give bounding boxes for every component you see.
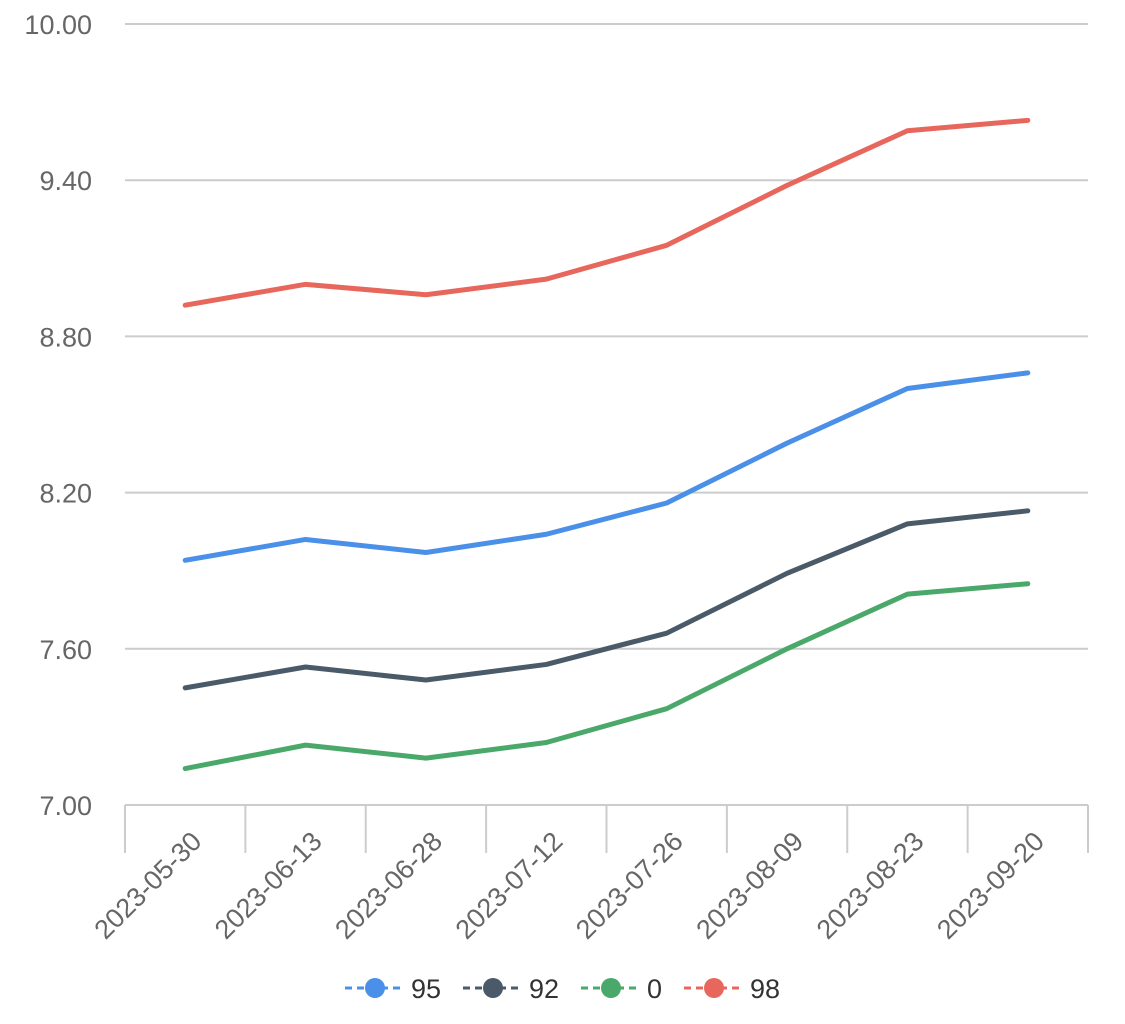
y-tick-label: 7.60: [39, 635, 92, 665]
legend-label: 95: [411, 974, 441, 1004]
grid-lines: [125, 23, 1088, 650]
x-tick-label: 2023-06-13: [209, 826, 328, 945]
x-tick-label: 2023-07-12: [450, 826, 569, 945]
x-tick-label: 2023-08-09: [690, 826, 809, 945]
series-line-0: [182, 581, 1031, 772]
y-tick-label: 10.00: [24, 10, 92, 40]
y-tick-label: 8.20: [39, 479, 92, 509]
legend-label: 92: [529, 974, 559, 1004]
series-line-98: [182, 117, 1031, 308]
legend[interactable]: 95 92 0 98: [345, 974, 780, 1004]
legend-item-0[interactable]: 0: [581, 974, 662, 1004]
x-axis: [124, 804, 1089, 853]
series-lines: [182, 117, 1031, 772]
legend-label: 0: [647, 974, 662, 1004]
legend-marker-icon: [483, 978, 503, 998]
x-tick-label: 2023-09-20: [931, 826, 1050, 945]
legend-item-95[interactable]: 95: [345, 974, 441, 1004]
legend-label: 98: [750, 974, 780, 1004]
y-tick-label: 8.80: [39, 322, 92, 352]
y-axis-tick-labels: 7.00 7.60 8.20 8.80 9.40 10.00: [24, 10, 92, 821]
series-line-95: [182, 370, 1031, 563]
legend-item-98[interactable]: 98: [684, 974, 780, 1004]
legend-marker-icon: [365, 978, 385, 998]
legend-item-92[interactable]: 92: [463, 974, 559, 1004]
legend-marker-icon: [601, 978, 621, 998]
legend-marker-icon: [704, 978, 724, 998]
series-line-92: [182, 508, 1031, 691]
x-tick-label: 2023-06-28: [329, 826, 448, 945]
y-tick-label: 9.40: [39, 166, 92, 196]
x-axis-tick-labels: 2023-05-30 2023-06-13 2023-06-28 2023-07-12…: [89, 826, 1051, 945]
x-tick-label: 2023-08-23: [811, 826, 930, 945]
x-tick-label: 2023-07-26: [570, 826, 689, 945]
y-tick-label: 7.00: [39, 791, 92, 821]
x-tick-label: 2023-05-30: [89, 826, 208, 945]
